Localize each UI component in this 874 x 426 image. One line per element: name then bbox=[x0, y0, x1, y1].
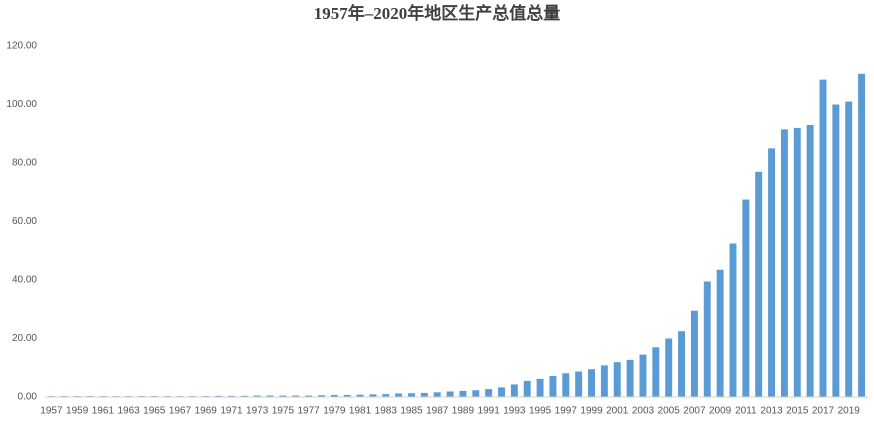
bar bbox=[703, 281, 711, 397]
bar bbox=[395, 393, 403, 397]
x-tick-label: 1989 bbox=[452, 406, 475, 417]
bar bbox=[292, 395, 300, 397]
x-tick-label: 2007 bbox=[683, 406, 706, 417]
y-tick-label: 120.00 bbox=[6, 41, 37, 52]
y-tick-label: 60.00 bbox=[12, 216, 37, 227]
bar bbox=[240, 395, 248, 397]
bar bbox=[806, 124, 814, 397]
x-tick-label: 1979 bbox=[323, 406, 346, 417]
bar bbox=[793, 127, 801, 398]
bar bbox=[768, 148, 776, 397]
x-tick-label: 1959 bbox=[66, 406, 89, 417]
x-tick-label: 2005 bbox=[658, 406, 681, 417]
x-tick-label: 1965 bbox=[143, 406, 166, 417]
bar bbox=[716, 269, 724, 397]
x-tick-label: 1977 bbox=[297, 406, 320, 417]
bar bbox=[485, 389, 493, 397]
x-tick-label: 1957 bbox=[40, 406, 63, 417]
x-tick-label: 1985 bbox=[400, 406, 423, 417]
x-tick-label: 1963 bbox=[117, 406, 140, 417]
bar bbox=[215, 395, 223, 397]
x-tick-label: 1995 bbox=[529, 406, 552, 417]
bar bbox=[780, 129, 788, 398]
bar bbox=[305, 395, 313, 397]
bar bbox=[819, 79, 827, 397]
bar bbox=[562, 373, 570, 397]
x-tick-label: 1969 bbox=[195, 406, 218, 417]
bar bbox=[433, 392, 441, 397]
bar bbox=[626, 359, 634, 397]
x-tick-label: 2001 bbox=[606, 406, 629, 417]
x-tick-label: 1971 bbox=[220, 406, 243, 417]
y-tick-label: 100.00 bbox=[6, 99, 37, 110]
bar bbox=[343, 394, 351, 397]
bar bbox=[652, 347, 660, 397]
bar bbox=[382, 394, 390, 397]
x-tick-label: 2015 bbox=[786, 406, 809, 417]
bar bbox=[420, 392, 428, 397]
bar bbox=[665, 338, 673, 397]
x-tick-label: 2019 bbox=[838, 406, 861, 417]
bar bbox=[678, 331, 686, 397]
x-tick-label: 1983 bbox=[375, 406, 398, 417]
bar bbox=[575, 371, 583, 397]
y-tick-label: 80.00 bbox=[12, 158, 37, 169]
x-tick-label: 2003 bbox=[632, 406, 655, 417]
x-tick-label: 1967 bbox=[169, 406, 192, 417]
bar bbox=[472, 390, 480, 397]
bar bbox=[279, 395, 287, 397]
x-tick-label: 1981 bbox=[349, 406, 372, 417]
x-tick-label: 1999 bbox=[580, 406, 603, 417]
bar bbox=[588, 369, 595, 397]
chart-title: 1957年–2020年地区生产总值总量 bbox=[314, 3, 561, 23]
bar bbox=[498, 387, 505, 397]
bar bbox=[600, 365, 608, 397]
bar bbox=[266, 395, 274, 397]
bar bbox=[227, 395, 235, 397]
bar bbox=[639, 354, 647, 397]
bar bbox=[356, 394, 364, 397]
bar bbox=[832, 104, 840, 397]
x-tick-label: 2013 bbox=[760, 406, 783, 417]
x-tick-label: 1973 bbox=[246, 406, 269, 417]
bar bbox=[523, 380, 531, 397]
bar bbox=[446, 391, 454, 397]
x-tick-label: 2011 bbox=[735, 406, 757, 417]
bar bbox=[253, 395, 261, 397]
bar bbox=[549, 375, 557, 397]
bar bbox=[510, 384, 518, 397]
x-tick-label: 2009 bbox=[709, 406, 732, 417]
y-tick-label: 20.00 bbox=[12, 333, 37, 344]
y-tick-label: 0.00 bbox=[18, 392, 38, 403]
bar bbox=[690, 310, 698, 397]
bar bbox=[408, 393, 415, 397]
bar bbox=[755, 171, 763, 397]
x-tick-label: 1993 bbox=[503, 406, 526, 417]
bar bbox=[536, 378, 544, 397]
bar bbox=[729, 243, 737, 397]
bar bbox=[369, 394, 377, 397]
y-tick-label: 40.00 bbox=[12, 275, 37, 286]
bar bbox=[459, 390, 467, 397]
bar bbox=[318, 395, 325, 397]
bar bbox=[845, 101, 853, 397]
x-tick-label: 1987 bbox=[426, 406, 449, 417]
x-tick-label: 1975 bbox=[272, 406, 295, 417]
x-tick-label: 2017 bbox=[812, 406, 835, 417]
x-tick-label: 1997 bbox=[555, 406, 578, 417]
bar bbox=[330, 394, 338, 397]
bar bbox=[858, 73, 866, 397]
x-tick-label: 1991 bbox=[478, 406, 501, 417]
bar bbox=[742, 199, 750, 397]
bar bbox=[613, 362, 621, 397]
x-tick-label: 1961 bbox=[92, 406, 115, 417]
